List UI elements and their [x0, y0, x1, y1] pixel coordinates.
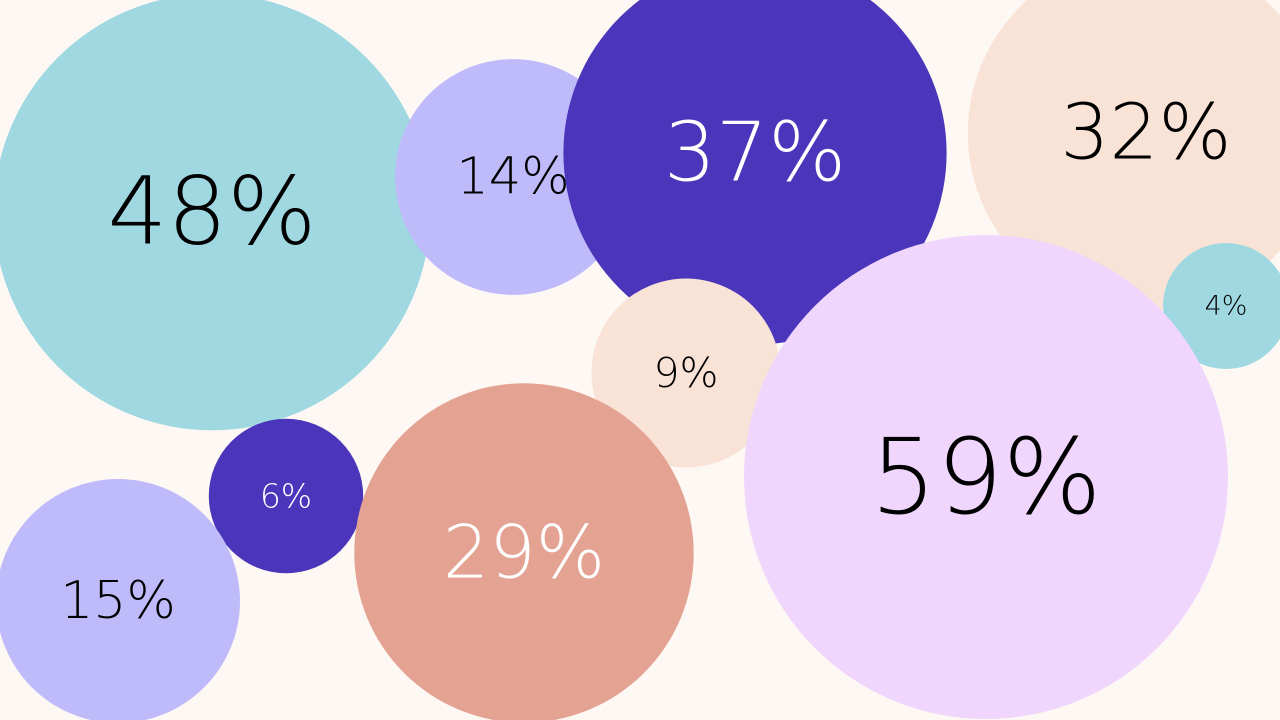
bubble-59	[744, 235, 1228, 719]
bubble-48	[0, 0, 431, 431]
bubble-6	[208, 418, 364, 574]
bubble-label-9: 9%	[653, 349, 718, 397]
bubble-32	[967, 0, 1280, 312]
bubble-29	[354, 383, 694, 720]
bubble-label-14: 14%	[456, 148, 569, 207]
bubble-label-6: 6%	[260, 477, 312, 516]
bubble-label-32: 32%	[1060, 89, 1231, 178]
bubble-label-59: 59%	[870, 416, 1101, 538]
bubble-label-37: 37%	[664, 106, 846, 201]
bubble-label-15: 15%	[60, 571, 176, 631]
bubble-9	[591, 278, 781, 468]
bubble-15	[0, 479, 240, 720]
bubble-label-48: 48%	[108, 158, 317, 267]
bubble-37	[563, 0, 947, 345]
bubble-label-29: 29%	[443, 511, 605, 596]
bubble-4	[1163, 243, 1280, 369]
bubble-label-4: 4%	[1205, 291, 1248, 322]
